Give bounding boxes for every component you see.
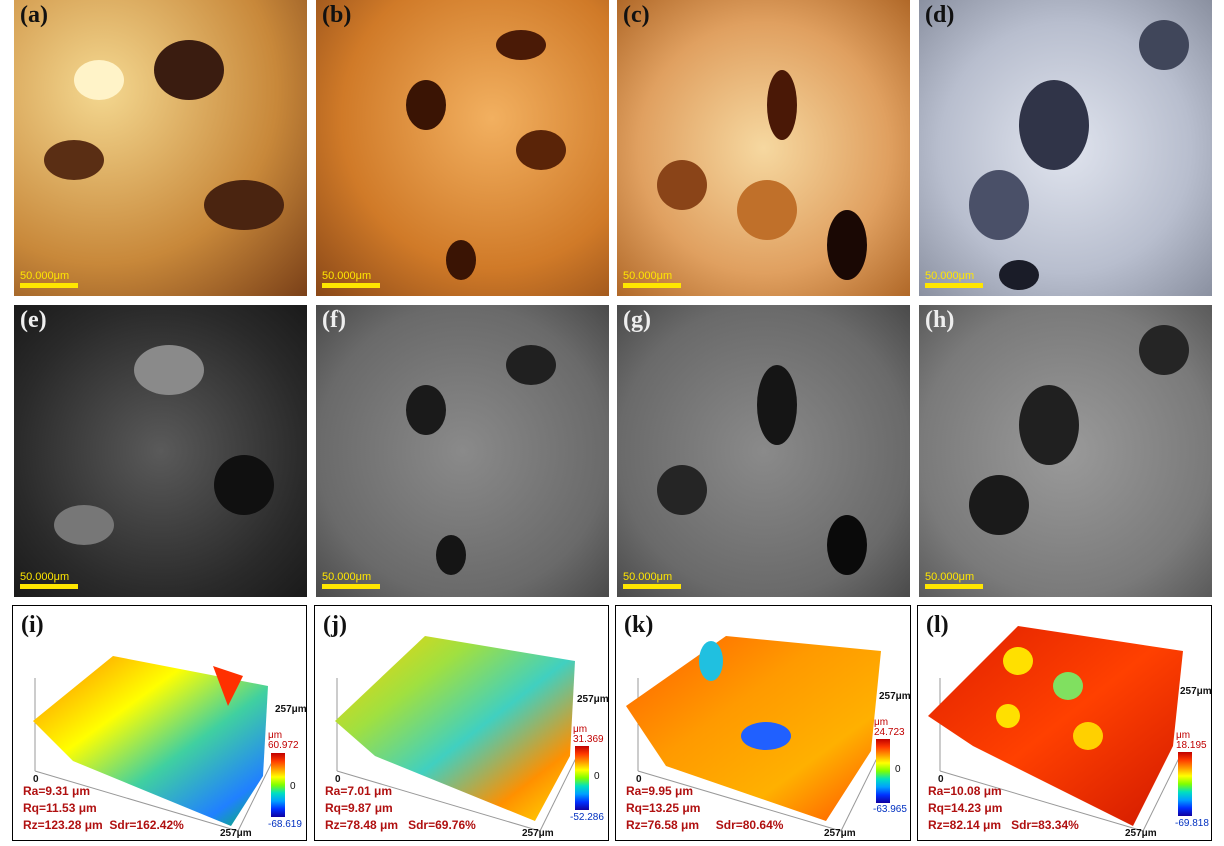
panel-letter: (i) — [21, 612, 44, 638]
colorbar-max: 60.972 — [268, 740, 299, 751]
x-axis-label: 257μm — [824, 828, 856, 839]
x-axis-label: 257μm — [522, 828, 554, 839]
scale-bar — [623, 584, 681, 589]
roughness-stats: Ra=9.31 μm Rq=11.53 μm Rz=123.28 μm Sdr=… — [23, 783, 184, 834]
colorbar-min: -52.286 — [570, 812, 604, 823]
sdr-value: Sdr=162.42% — [109, 818, 184, 832]
colorbar-max: 24.723 — [874, 727, 905, 738]
colorbar — [1178, 752, 1192, 816]
rz-value: Rz=123.28 μm — [23, 818, 103, 832]
y-axis-label: 257μm — [879, 691, 911, 702]
scale-label: 50.000μm — [322, 270, 372, 282]
panel-letter: (b) — [322, 2, 352, 28]
optical-panel-c: (c) 50.000μm — [617, 0, 910, 296]
colorbar-zero: 0 — [895, 764, 901, 775]
roughness-stats: Ra=10.08 μm Rq=14.23 μm Rz=82.14 μm Sdr=… — [928, 783, 1079, 834]
rq-value: Rq=13.25 μm — [626, 801, 701, 815]
panel-letter: (a) — [20, 2, 48, 28]
surface-3d-plot — [928, 626, 1183, 832]
panel-letter: (k) — [624, 612, 654, 638]
colorbar-min: -68.619 — [268, 819, 302, 830]
panel-letter: (e) — [20, 307, 47, 333]
colorbar-unit: μm — [268, 730, 283, 741]
panel-letter: (d) — [925, 2, 955, 28]
scale-bar — [322, 283, 380, 288]
scale-bar — [925, 283, 983, 288]
scale-label: 50.000μm — [20, 571, 70, 583]
surface-3d-plot — [626, 636, 881, 832]
colorbar — [575, 746, 589, 810]
sdr-value: Sdr=69.76% — [408, 818, 476, 832]
colorbar-unit: μm — [573, 724, 588, 735]
axis-origin-label: 0 — [938, 774, 944, 785]
surface-panel-j: (j) 257μm 257μm 0 μm 31.369 0 -52.286 Ra… — [314, 605, 609, 841]
colorbar-min: -69.818 — [1175, 818, 1209, 829]
roughness-stats: Ra=9.95 μm Rq=13.25 μm Rz=76.58 μm Sdr=8… — [626, 783, 783, 834]
scale-label: 50.000μm — [623, 270, 673, 282]
sdr-value: Sdr=80.64% — [715, 818, 784, 832]
scale-bar — [925, 584, 983, 589]
ra-value: Ra=10.08 μm — [928, 784, 1002, 798]
rq-value: Rq=14.23 μm — [928, 801, 1003, 815]
rz-value: Rz=76.58 μm — [626, 818, 700, 832]
rq-value: Rq=9.87 μm — [325, 801, 393, 815]
surface-3d-plot — [33, 656, 276, 832]
panel-letter: (c) — [623, 2, 650, 28]
scale-bar — [623, 283, 681, 288]
colorbar-min: -63.965 — [873, 804, 907, 815]
colorbar — [271, 753, 285, 817]
x-axis-label: 257μm — [1125, 828, 1157, 839]
ra-value: Ra=7.01 μm — [325, 784, 393, 798]
axis-origin-label: 0 — [33, 774, 39, 785]
y-axis-label: 257μm — [577, 694, 609, 705]
colorbar-max: 18.195 — [1176, 740, 1207, 751]
scale-label: 50.000μm — [322, 571, 372, 583]
optical-panel-d: (d) 50.000μm — [919, 0, 1212, 296]
optical-panel-a: (a) 50.000μm — [14, 0, 307, 296]
scale-label: 50.000μm — [623, 571, 673, 583]
scale-label: 50.000μm — [925, 571, 975, 583]
scale-bar — [322, 584, 380, 589]
panel-letter: (j) — [323, 612, 347, 638]
colorbar-max: 31.369 — [573, 734, 604, 745]
sem-panel-f: (f) 50.000μm — [316, 305, 609, 597]
ra-value: Ra=9.31 μm — [23, 784, 91, 798]
panel-letter: (h) — [925, 307, 955, 333]
scale-bar — [20, 283, 78, 288]
y-axis-label: 257μm — [275, 704, 307, 715]
y-axis-label: 257μm — [1180, 686, 1212, 697]
surface-panel-i: (i) 257μm 257μm 0 μm 60.972 0 -68.619 Ra… — [12, 605, 307, 841]
axis-origin-label: 0 — [636, 774, 642, 785]
sem-panel-e: (e) 50.000μm — [14, 305, 307, 597]
surface-3d-plot — [335, 636, 578, 832]
colorbar — [876, 739, 890, 803]
surface-panel-l: (l) 257μm 257μm 0 μm 18.195 0 -69.818 Ra… — [917, 605, 1212, 841]
surface-panel-k: (k) 257μm 257μm 0 μm 24.723 0 -63.965 Ra… — [615, 605, 911, 841]
rz-value: Rz=78.48 μm — [325, 818, 399, 832]
colorbar-unit: μm — [874, 717, 889, 728]
ra-value: Ra=9.95 μm — [626, 784, 694, 798]
panel-letter: (f) — [322, 307, 346, 333]
panel-letter: (l) — [926, 612, 949, 638]
scale-label: 50.000μm — [925, 270, 975, 282]
rq-value: Rq=11.53 μm — [23, 801, 97, 815]
axis-origin-label: 0 — [335, 774, 341, 785]
x-axis-label: 257μm — [220, 828, 252, 839]
panel-letter: (g) — [623, 307, 651, 333]
sdr-value: Sdr=83.34% — [1011, 818, 1079, 832]
colorbar-zero: 0 — [290, 781, 296, 792]
rz-value: Rz=82.14 μm — [928, 818, 1002, 832]
colorbar-zero: 0 — [594, 771, 600, 782]
optical-panel-b: (b) 50.000μm — [316, 0, 609, 296]
sem-panel-g: (g) 50.000μm — [617, 305, 910, 597]
scale-bar — [20, 584, 78, 589]
sem-panel-h: (h) 50.000μm — [919, 305, 1212, 597]
colorbar-unit: μm — [1176, 730, 1191, 741]
roughness-stats: Ra=7.01 μm Rq=9.87 μm Rz=78.48 μm Sdr=69… — [325, 783, 476, 834]
scale-label: 50.000μm — [20, 270, 70, 282]
